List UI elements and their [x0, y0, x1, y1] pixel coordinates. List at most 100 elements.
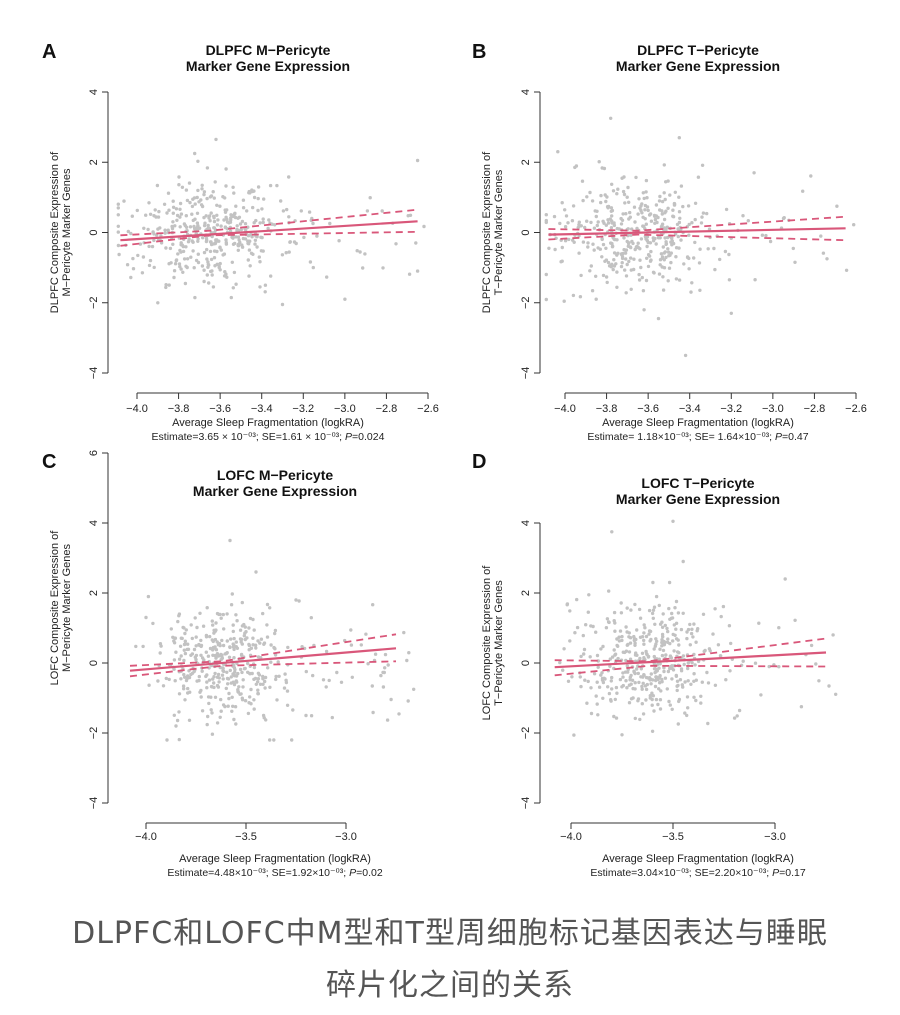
data-point — [382, 670, 386, 675]
data-point — [196, 239, 200, 243]
data-point — [217, 680, 221, 684]
data-point — [757, 621, 761, 625]
data-point — [251, 617, 255, 622]
data-point — [190, 204, 195, 209]
data-point — [724, 678, 728, 682]
data-point — [622, 236, 626, 240]
data-point — [359, 643, 363, 647]
data-point — [643, 208, 647, 212]
data-point — [209, 211, 213, 215]
data-point — [242, 667, 247, 671]
data-point — [648, 212, 653, 216]
data-point — [677, 697, 682, 702]
data-point — [252, 628, 256, 632]
data-point — [150, 244, 155, 249]
data-point — [280, 253, 285, 257]
x-tick-label: −4.0 — [560, 831, 582, 843]
data-point — [177, 262, 182, 266]
y-tick-label: 0 — [520, 229, 532, 235]
data-point — [601, 696, 605, 700]
data-point — [230, 260, 234, 264]
scatter-points — [544, 116, 856, 358]
data-point — [152, 238, 156, 243]
data-point — [667, 580, 672, 585]
data-point — [633, 220, 637, 224]
data-point — [273, 631, 277, 636]
y-axis-title-line-1: DLPFC Composite Expression of — [49, 151, 61, 313]
data-point — [224, 238, 228, 242]
data-point — [644, 190, 648, 194]
data-point — [253, 676, 258, 681]
data-point — [256, 208, 260, 213]
data-point — [640, 635, 645, 639]
data-point — [116, 213, 121, 217]
data-point — [686, 666, 690, 671]
data-point — [585, 195, 589, 199]
y-tick-label: −4 — [88, 367, 100, 380]
data-point — [236, 248, 240, 252]
data-point — [650, 729, 655, 733]
data-point — [179, 212, 184, 216]
data-point — [184, 628, 188, 632]
data-point — [642, 642, 646, 646]
data-point — [686, 706, 690, 710]
data-point — [199, 653, 203, 657]
data-point — [258, 641, 262, 645]
data-point — [405, 658, 409, 663]
data-point — [147, 263, 152, 268]
data-point — [629, 233, 633, 237]
data-point — [187, 237, 191, 241]
data-point — [669, 251, 673, 255]
data-point — [205, 257, 209, 261]
data-point — [288, 240, 292, 244]
data-point — [406, 214, 410, 218]
data-point — [251, 643, 255, 647]
data-point — [581, 240, 586, 244]
data-point — [193, 217, 197, 221]
data-point — [595, 223, 599, 228]
data-point — [647, 608, 652, 613]
data-point — [588, 655, 592, 659]
data-point — [627, 200, 631, 204]
data-point — [193, 151, 197, 156]
data-point — [625, 664, 629, 668]
data-point — [241, 206, 246, 210]
y-axis-title-line-2: T−Pericyte Marker Genes — [493, 169, 505, 295]
data-point — [612, 221, 616, 225]
data-point — [224, 167, 228, 171]
data-point — [693, 217, 697, 222]
x-axis-title: Average Sleep Fragmentation (logkRA) — [172, 417, 364, 429]
data-point — [163, 228, 167, 232]
data-point — [415, 158, 420, 163]
data-point — [161, 684, 166, 688]
data-point — [182, 687, 186, 691]
data-point — [171, 205, 176, 209]
data-point — [233, 670, 237, 674]
data-point — [229, 681, 233, 685]
data-point — [311, 221, 315, 226]
data-point — [248, 695, 252, 699]
data-point — [195, 211, 200, 215]
data-point — [200, 264, 205, 268]
data-point — [575, 625, 580, 630]
data-point — [605, 617, 610, 621]
data-point — [233, 241, 237, 246]
y-tick-label: −2 — [520, 727, 532, 740]
data-point — [235, 224, 239, 228]
data-point — [240, 670, 244, 675]
data-point — [259, 249, 264, 253]
data-point — [560, 245, 564, 250]
data-point — [256, 688, 260, 692]
data-point — [686, 204, 691, 208]
data-point — [760, 233, 765, 237]
x-tick-label: −3.0 — [335, 831, 357, 843]
data-point — [621, 189, 626, 194]
data-point — [371, 603, 375, 607]
data-point — [641, 289, 646, 293]
data-point — [263, 679, 267, 684]
data-point — [241, 685, 245, 689]
data-point — [625, 686, 629, 690]
data-point — [610, 214, 614, 218]
data-point — [648, 241, 653, 245]
